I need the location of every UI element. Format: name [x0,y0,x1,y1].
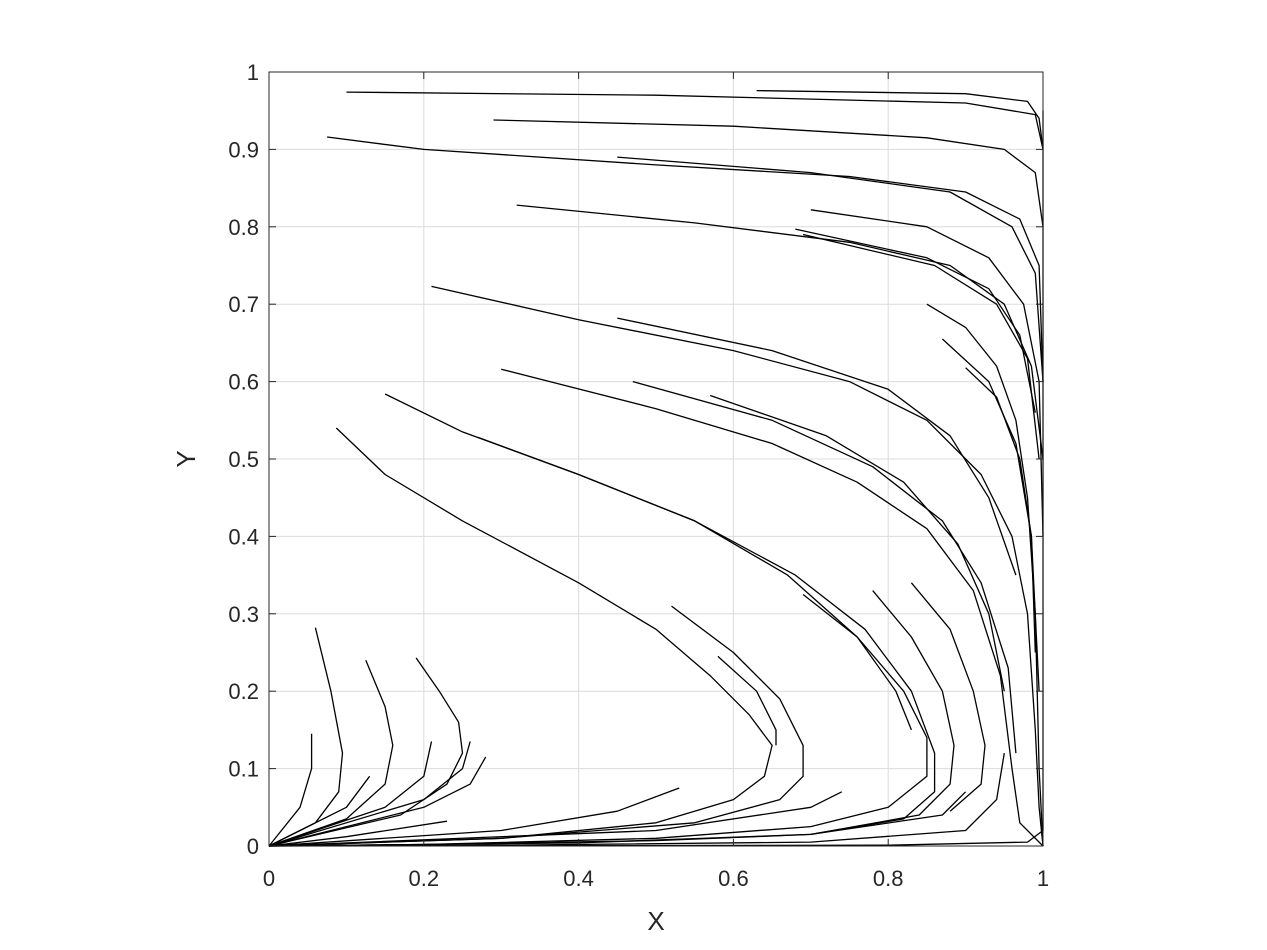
x-tick-label: 0.8 [873,866,904,891]
streamline-31 [268,741,471,847]
streamline-33 [268,820,448,847]
y-tick-label: 0.7 [228,292,259,317]
streamline-0 [756,89,1044,150]
x-tick-label: 1 [1037,866,1049,891]
streamline-26 [268,733,313,847]
streamline-5 [516,204,1044,460]
streamline-9 [431,285,1044,847]
streamline-21 [910,582,986,812]
streamline-17 [268,605,804,847]
streamline-23 [941,338,1040,692]
y-tick-label: 0.5 [228,447,259,472]
y-tick-label: 0 [247,834,259,859]
y-tick-label: 0.1 [228,757,259,782]
y-tick-label: 0.2 [228,679,259,704]
streamline-22 [926,303,1044,847]
streamline-11 [501,368,1044,847]
streamline-2 [493,119,1044,227]
streamline-10 [617,317,1017,576]
streamline-38 [268,110,1044,847]
streamline-16 [268,427,773,847]
streamline-30 [268,741,433,847]
streamline-4 [617,156,1044,382]
x-tick-label: 0.2 [409,866,440,891]
x-tick-label: 0.6 [718,866,749,891]
streamline-3 [327,136,1044,382]
streamline-29 [268,657,464,847]
y-tick-label: 0.6 [228,370,259,395]
x-tick-label: 0.4 [563,866,594,891]
streamline-7 [795,228,1036,413]
streamline-24 [965,367,1036,653]
streamline-18 [717,655,777,746]
streamline-12 [632,380,1017,754]
streamline-25 [268,627,344,847]
x-axis-label: X [647,906,664,936]
streamline-35 [268,791,843,847]
y-tick-label: 1 [247,60,259,85]
streamline-32 [268,756,487,847]
streamline-13 [709,394,1005,692]
streamlines [268,89,1044,847]
streamline-36 [268,791,967,847]
y-tick-label: 0.9 [228,137,259,162]
y-tick-label: 0.4 [228,524,259,549]
ticks: 0 0.2 0.4 0.6 0.8 1 0 0.1 0.2 0.3 0.4 0.5 0.6 0.7 0.8 0… [228,60,1049,891]
y-tick-label: 0.3 [228,602,259,627]
x-tick-label: 0 [263,866,275,891]
y-axis-label: Y [171,450,201,467]
streamline-1 [346,91,1044,150]
streamline-20 [810,590,955,836]
streamline-8 [802,233,1040,460]
streamline-19 [268,593,928,847]
streamline-15 [477,436,913,731]
streamline-27 [268,659,394,847]
streamline-34 [268,787,680,847]
y-tick-label: 0.8 [228,215,259,240]
streamline-6 [810,209,1044,537]
streamline-28 [268,775,371,847]
grid [268,71,1044,847]
